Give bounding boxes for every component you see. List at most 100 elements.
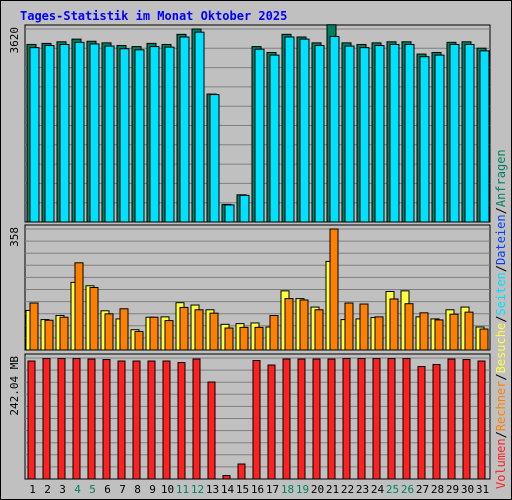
bar-seiten-day-14 (224, 204, 235, 223)
bar-seiten-day-15 (239, 194, 250, 223)
bar-seiten-day-23 (359, 47, 370, 223)
bar-rechner-day-8 (134, 330, 144, 351)
bar-volumen-day-30 (462, 359, 471, 480)
bar-seiten-day-24 (374, 45, 385, 223)
panel-top: 3620 (8, 24, 491, 223)
bar-rechner-day-5 (89, 286, 99, 351)
bar-volumen-day-7 (117, 360, 126, 480)
bar-volumen-day-23 (357, 358, 366, 480)
legend-dateien: Dateien (494, 214, 508, 265)
bar-rechner-day-27 (419, 312, 429, 351)
bar-rechner-day-25 (389, 298, 399, 351)
bar-volumen-day-3 (57, 358, 66, 480)
x-tick-label-day-19: 19 (296, 483, 309, 496)
bar-seiten-day-16 (254, 48, 265, 223)
bar-seiten-day-9 (149, 46, 160, 223)
bar-seiten-day-17 (269, 54, 280, 223)
chart-panels: 3620 358 242.04 MB (8, 24, 491, 480)
x-tick-label-day-21: 21 (326, 483, 339, 496)
bar-rechner-day-31 (479, 328, 489, 351)
x-tick-label-day-24: 24 (371, 483, 385, 496)
legend-besuche: Besuche (494, 323, 508, 374)
x-tick-label-day-16: 16 (251, 483, 264, 496)
x-tick-label-day-2: 2 (44, 483, 51, 496)
x-tick-label-day-30: 30 (461, 483, 474, 496)
x-tick-label-day-7: 7 (119, 483, 126, 496)
bar-volumen-day-27 (417, 366, 426, 480)
x-tick-label-day-4: 4 (74, 483, 81, 496)
bar-seiten-day-28 (434, 54, 445, 223)
series-rechner (29, 228, 489, 351)
y-axis-max-label: 358 (8, 227, 21, 247)
bar-rechner-day-7 (119, 308, 129, 351)
bar-volumen-day-9 (147, 360, 156, 480)
bar-rechner-day-9 (149, 316, 159, 351)
bar-rechner-day-29 (449, 313, 459, 351)
bar-seiten-day-29 (449, 43, 460, 223)
bar-volumen-day-20 (312, 358, 321, 480)
bar-seiten-day-30 (464, 43, 475, 223)
x-tick-label-day-6: 6 (104, 483, 111, 496)
x-tick-label-day-3: 3 (59, 483, 66, 496)
x-tick-label-day-13: 13 (206, 483, 219, 496)
bar-volumen-day-22 (342, 358, 351, 480)
x-axis-labels: 1 2 3 4 5 6 7 8 9 10 11 12 13 14 15 16 17 18 19 20 21 22 23 24 2… (29, 483, 489, 496)
bar-volumen-day-15 (237, 463, 246, 480)
bar-seiten-day-7 (119, 48, 130, 223)
bar-rechner-day-14 (224, 327, 234, 351)
bar-volumen-day-29 (447, 358, 456, 480)
x-tick-label-day-25: 25 (386, 483, 399, 496)
bar-seiten-day-2 (44, 45, 55, 223)
bar-seiten-day-31 (479, 50, 490, 223)
bar-seiten-day-26 (404, 43, 415, 223)
x-tick-label-day-20: 20 (311, 483, 324, 496)
bar-rechner-day-20 (314, 309, 324, 351)
bar-rechner-day-19 (299, 299, 309, 351)
bar-seiten-day-4 (74, 41, 85, 223)
legend-separator: / (494, 265, 508, 272)
x-tick-label-day-5: 5 (89, 483, 96, 496)
legend-rechner: Rechner (494, 381, 508, 432)
legend-separator: / (494, 431, 508, 438)
bar-rechner-day-3 (59, 316, 69, 351)
bar-volumen-day-11 (177, 362, 186, 480)
bar-seiten-day-11 (179, 36, 190, 223)
bar-rechner-day-16 (254, 326, 264, 351)
x-tick-label-day-17: 17 (266, 483, 279, 496)
bar-volumen-day-8 (132, 360, 141, 480)
bar-volumen-day-21 (327, 358, 336, 480)
bar-volumen-day-1 (27, 360, 36, 480)
y-axis-max-label: 3620 (8, 27, 21, 54)
bar-seiten-day-1 (29, 47, 40, 223)
series-seiten (29, 31, 490, 223)
bar-volumen-day-6 (102, 359, 111, 480)
bar-rechner-day-2 (44, 319, 54, 351)
bar-volumen-day-4 (72, 358, 81, 480)
chart-title: Tages-Statistik im Monat Oktober 2025 (20, 9, 287, 23)
bar-rechner-day-13 (209, 312, 219, 351)
bar-seiten-day-19 (299, 38, 310, 223)
bar-rechner-day-15 (239, 326, 249, 351)
series-volumen (27, 358, 486, 480)
bar-rechner-day-26 (404, 303, 414, 351)
bar-seiten-day-18 (284, 36, 295, 223)
bar-rechner-day-18 (284, 298, 294, 351)
x-tick-label-day-22: 22 (341, 483, 354, 496)
panel-middle: 358 (8, 224, 491, 351)
bar-rechner-day-11 (179, 306, 189, 351)
y-axis-max-label: 242.04 MB (8, 356, 21, 416)
x-tick-label-day-28: 28 (431, 483, 444, 496)
x-tick-label-day-1: 1 (29, 483, 36, 496)
bar-seiten-day-13 (209, 94, 220, 223)
bar-rechner-day-1 (29, 302, 39, 351)
bar-seiten-day-20 (314, 45, 325, 223)
bar-rechner-day-10 (164, 320, 174, 351)
x-tick-label-day-8: 8 (134, 483, 141, 496)
bar-rechner-day-28 (434, 319, 444, 351)
legend-volumen: Volumen (494, 438, 508, 489)
legend-anfragen: Anfragen (494, 149, 508, 207)
legend-separator: / (494, 207, 508, 214)
bar-volumen-day-28 (432, 364, 441, 480)
x-tick-label-day-31: 31 (476, 483, 489, 496)
